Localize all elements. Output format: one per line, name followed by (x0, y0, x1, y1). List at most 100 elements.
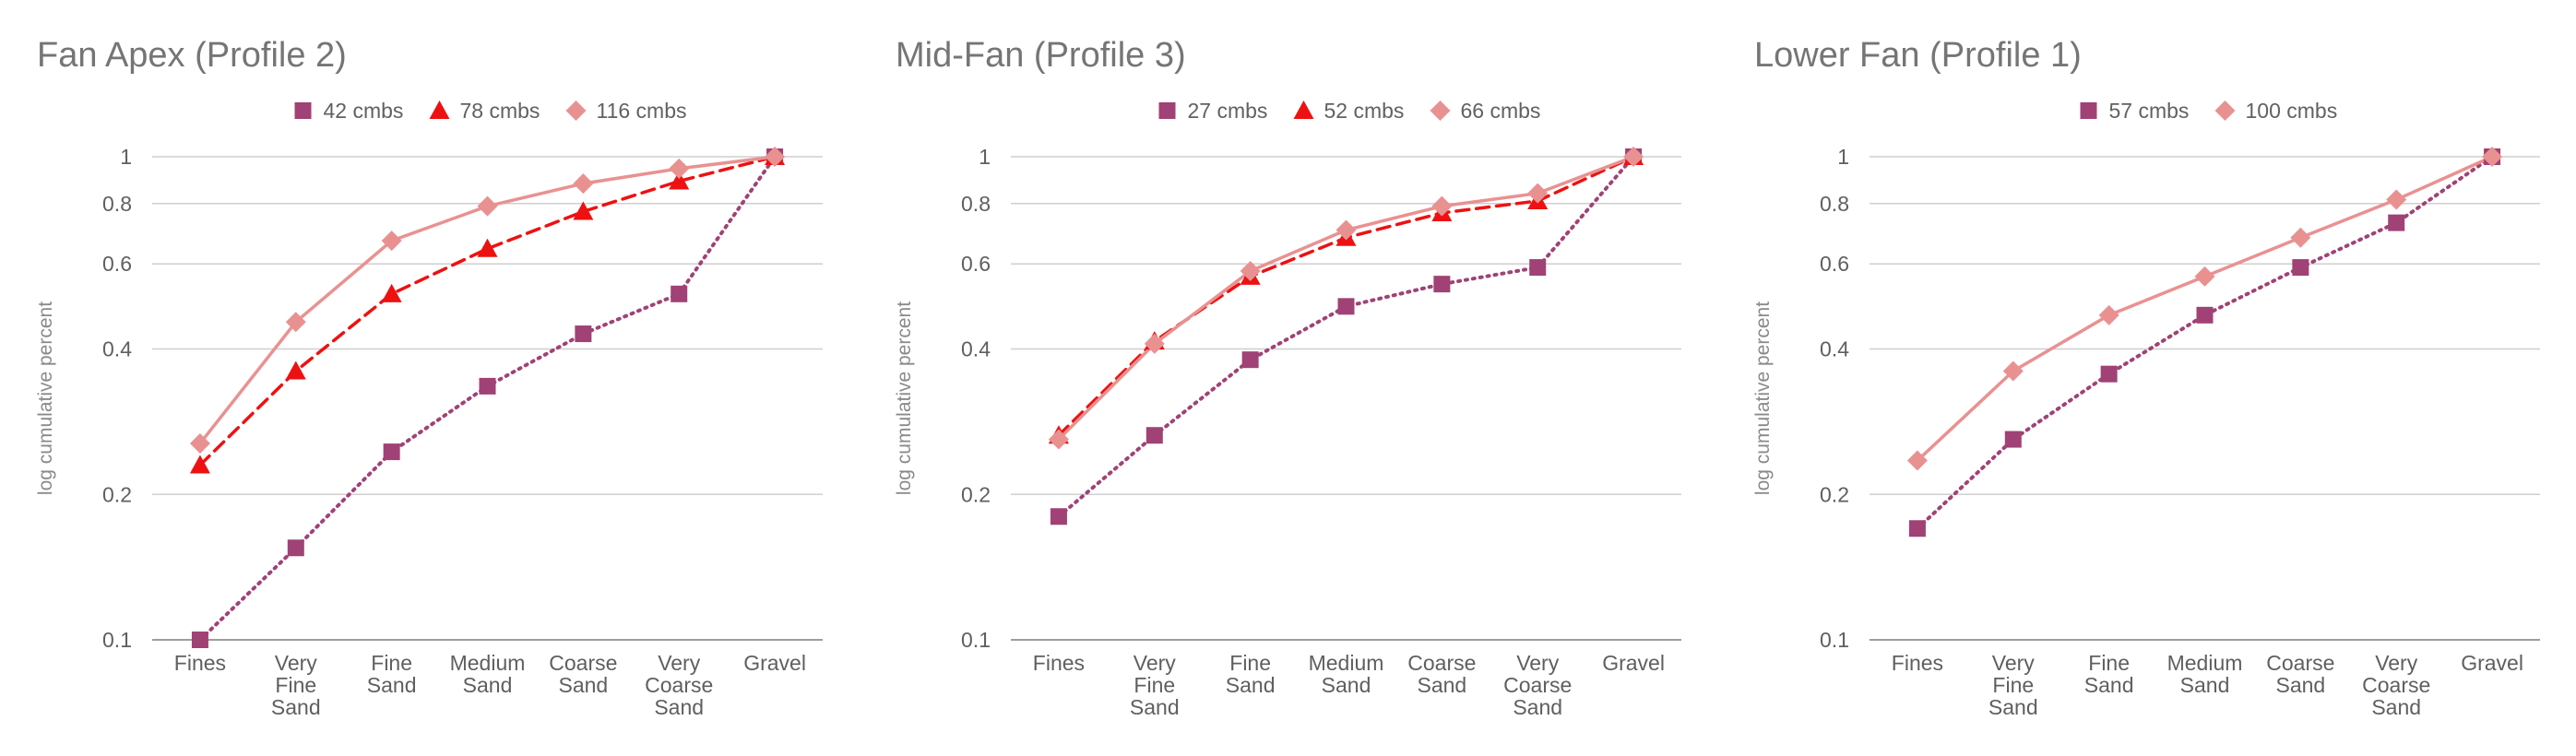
legend-label: 52 cmbs (1324, 99, 1405, 123)
y-axis-label: log cumulative percent (35, 301, 56, 495)
series-points-27-cmbs (1050, 148, 1643, 526)
legend-marker (2080, 102, 2097, 119)
y-tick-label: 0.6 (1820, 252, 1849, 276)
x-tick-label: Very Coarse Sand (1503, 651, 1572, 719)
series-points-116-cmbs (189, 147, 786, 454)
x-tick-label: Gravel (1602, 651, 1665, 675)
data-point (1335, 219, 1357, 241)
x-tick-label: Coarse Sand (1407, 651, 1476, 697)
series-line-57-cmbs (1915, 155, 2495, 531)
y-tick-label: 0.2 (102, 482, 132, 506)
series-line-66-cmbs (1057, 155, 1635, 442)
x-tick-label: Fine Sand (1226, 651, 1276, 697)
legend-marker (2214, 100, 2236, 121)
y-tick-label: 0.4 (102, 337, 132, 361)
chart-panel-1: Fan Apex (Profile 2) 0.1 0.2 0.4 0.6 0.8 1 log … (35, 36, 823, 719)
y-tick-label: 0.1 (1820, 628, 1849, 652)
legend-marker (1293, 100, 1314, 119)
data-point (2098, 304, 2119, 325)
data-point (1529, 259, 1547, 277)
x-tick-label: Very Fine Sand (1130, 651, 1180, 719)
data-point (2194, 266, 2215, 287)
chart-panel-3: Lower Fan (Profile 1) 0.1 0.2 0.4 0.6 0.8 1 log… (1752, 36, 2540, 719)
data-point (1527, 183, 1549, 204)
chart-panel-2: Mid-Fan (Profile 3) 0.1 0.2 0.4 0.6 0.8 1 log c… (894, 36, 1681, 719)
series-line-52-cmbs (1057, 155, 1635, 437)
y-axis-label: log cumulative percent (1752, 301, 1774, 495)
y-tick-label: 0.2 (961, 482, 991, 506)
legend-label: 78 cmbs (460, 99, 540, 123)
data-point (2386, 189, 2407, 210)
data-point (285, 312, 306, 333)
y-tick-label: 1 (120, 145, 132, 169)
data-point (1144, 333, 1165, 354)
x-tick-label: Very Fine Sand (271, 651, 321, 719)
legend-marker (565, 100, 587, 121)
data-point (1146, 427, 1163, 444)
y-tick-label: 1 (1837, 145, 1849, 169)
data-point (285, 360, 306, 380)
x-tick-label: Fine Sand (2084, 651, 2134, 697)
data-point (1433, 276, 1451, 293)
legend-marker (294, 102, 312, 119)
data-point (1908, 520, 1926, 537)
data-point (2004, 431, 2022, 448)
data-point (381, 283, 402, 302)
data-point (1906, 450, 1928, 471)
legend-label: 100 cmbs (2246, 99, 2338, 123)
series-points-52-cmbs (1048, 147, 1644, 444)
data-point (1240, 260, 1261, 281)
x-tick-label: Very Coarse Sand (645, 651, 713, 719)
series-line-42-cmbs (197, 155, 778, 642)
series-points-78-cmbs (189, 147, 786, 474)
chart-title: Fan Apex (Profile 2) (37, 36, 347, 75)
series-points-66-cmbs (1048, 147, 1644, 450)
x-tick-label: Very Fine Sand (1988, 651, 2038, 719)
x-tick-label: Coarse Sand (2266, 651, 2334, 697)
data-point (189, 455, 210, 474)
data-point (287, 539, 304, 557)
series-line-27-cmbs (1056, 155, 1636, 519)
y-tick-label: 0.1 (102, 628, 132, 652)
x-tick-label: Medium Sand (1309, 651, 1384, 697)
y-tick-label: 0.8 (961, 192, 991, 216)
data-point (669, 171, 690, 190)
legend-marker (429, 100, 450, 119)
legend: 27 cmbs 52 cmbs 66 cmbs (1158, 99, 1541, 123)
y-tick-label: 0.8 (1820, 192, 1849, 216)
data-point (575, 325, 592, 343)
data-point (191, 632, 208, 648)
data-point (1048, 429, 1069, 450)
x-tick-label: Very Coarse Sand (2362, 651, 2430, 719)
data-point (1337, 298, 1355, 315)
data-point (2290, 227, 2311, 248)
y-axis-label: log cumulative percent (894, 301, 915, 495)
series-points-42-cmbs (191, 148, 784, 648)
data-point (381, 230, 402, 252)
y-tick-label: 0.6 (961, 252, 991, 276)
data-point (477, 195, 498, 217)
y-tick-label: 0.6 (102, 252, 132, 276)
chart-title: Lower Fan (Profile 1) (1754, 36, 2082, 75)
data-point (2482, 147, 2503, 167)
legend: 42 cmbs 78 cmbs 116 cmbs (294, 99, 687, 123)
y-tick-label: 0.2 (1820, 482, 1849, 506)
data-point (1431, 195, 1453, 217)
y-tick-label: 1 (979, 145, 991, 169)
y-tick-label: 0.1 (961, 628, 991, 652)
data-point (765, 147, 786, 167)
legend-marker (1430, 100, 1451, 121)
legend-label: 57 cmbs (2109, 99, 2190, 123)
data-point (671, 285, 688, 302)
y-tick-label: 0.8 (102, 192, 132, 216)
legend-marker (1158, 102, 1176, 119)
data-point (1623, 147, 1644, 167)
legend-label: 42 cmbs (324, 99, 404, 123)
x-tick-label: Fines (174, 651, 226, 675)
data-point (2292, 259, 2309, 277)
data-point (479, 377, 496, 395)
legend-label: 66 cmbs (1461, 99, 1541, 123)
x-tick-label: Gravel (2461, 651, 2523, 675)
x-tick-label: Fines (1033, 651, 1085, 675)
data-point (189, 432, 210, 454)
